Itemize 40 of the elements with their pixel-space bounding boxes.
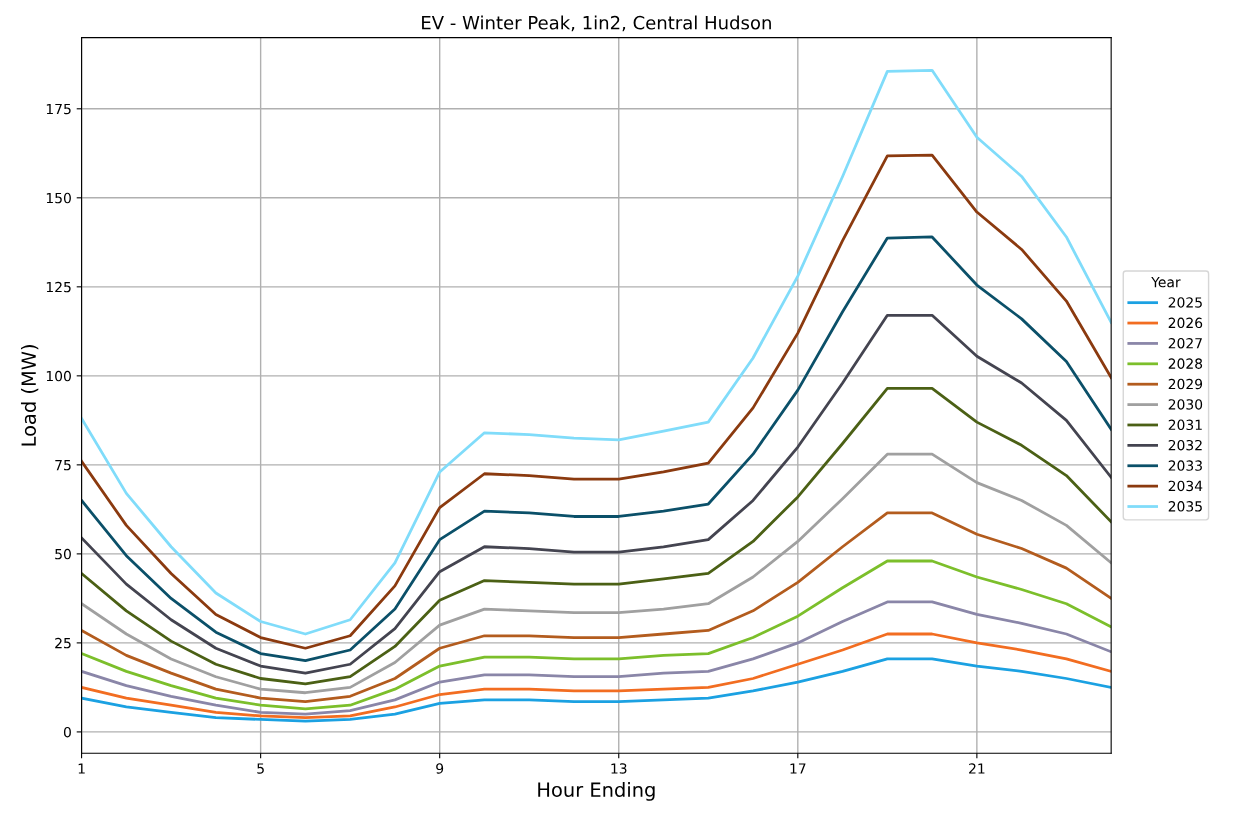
legend-label: 2034 [1168,480,1203,492]
x-tick-label: 17 [790,763,806,774]
legend-label: 2032 [1168,439,1202,451]
line-series [81,600,1112,716]
y-tick-label: 50 [55,548,71,560]
line-series [81,452,1112,695]
y-tick-label: 0 [63,726,71,738]
line-series [81,153,1112,650]
x-tick-label: 9 [436,763,444,774]
x-tick-label: 13 [611,763,627,774]
line-series [81,235,1112,663]
y-tick-label: 75 [55,460,71,471]
line-series [81,68,1112,636]
y-tick-label: 150 [46,192,71,204]
legend-label: 2027 [1168,337,1202,349]
y-axis-title: Load (MW) [20,345,39,446]
legend-label: 2030 [1168,399,1203,410]
legend-title: Year [1151,277,1181,288]
legend-label: 2035 [1168,501,1202,512]
x-tick-label: 21 [969,763,985,774]
x-axis-title: Hour Ending [538,781,655,801]
legend-label: 2028 [1168,358,1203,369]
y-tick-label: 100 [46,370,71,382]
x-tick-label: 5 [257,763,264,774]
y-tick-label: 175 [46,103,71,115]
x-tick-label: 1 [78,763,85,774]
legend-label: 2025 [1168,297,1202,308]
y-tick-label: 125 [46,281,71,293]
line-series [81,313,1112,675]
y-tick-label: 25 [55,637,71,649]
chart-title: EV - Winter Peak, 1in2, Central Hudson [422,15,771,32]
line-series [81,657,1112,723]
line-series [81,632,1112,720]
legend-label: 2033 [1168,460,1202,471]
line-series [81,511,1112,704]
legend-label: 2026 [1168,317,1203,329]
line-series [81,386,1112,686]
legend-label: 2029 [1168,378,1203,390]
legend-label: 2031 [1168,419,1202,431]
line-series [81,559,1112,711]
